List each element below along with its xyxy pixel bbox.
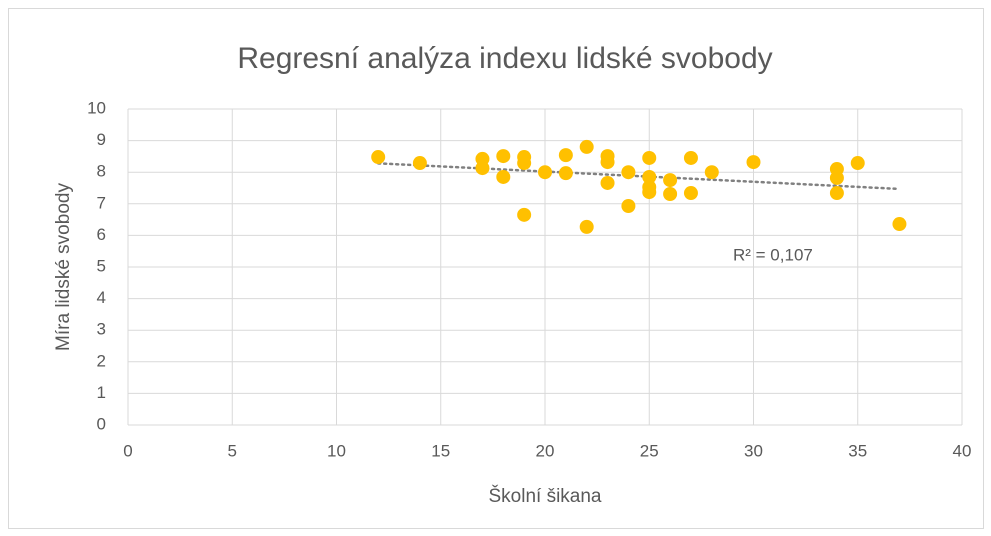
- trendline-label: R² = 0,107: [733, 245, 813, 264]
- x-axis-label: Školní šikana: [488, 485, 601, 507]
- point: [683, 186, 698, 201]
- y-tick-label: 5: [97, 256, 106, 275]
- point: [642, 185, 657, 200]
- point: [558, 166, 573, 181]
- point: [600, 175, 615, 190]
- point: [642, 150, 657, 165]
- point: [475, 161, 490, 176]
- x-tick-label: 35: [848, 441, 867, 460]
- chart-title: Regresní analýza indexu lidské svobody: [237, 42, 772, 75]
- point: [850, 156, 865, 171]
- point: [663, 173, 678, 188]
- y-tick-label: 4: [97, 288, 106, 307]
- point: [683, 150, 698, 165]
- y-tick-label: 1: [97, 383, 106, 402]
- point: [621, 199, 636, 214]
- y-tick-label: 8: [97, 162, 106, 181]
- y-tick-label: 7: [97, 193, 106, 212]
- point: [517, 207, 532, 222]
- point: [829, 170, 844, 185]
- point: [538, 165, 552, 180]
- x-tick-label: 40: [953, 441, 972, 460]
- y-tick-label: 0: [97, 414, 106, 433]
- point: [829, 186, 844, 201]
- trendline: [376, 162, 901, 191]
- point: [371, 150, 386, 165]
- point: [579, 219, 594, 234]
- point: [621, 165, 636, 180]
- point: [517, 156, 532, 171]
- chart-border: [8, 8, 984, 529]
- point: [892, 217, 907, 232]
- point: [642, 169, 657, 184]
- y-tick-label: 2: [97, 351, 106, 370]
- point: [600, 155, 615, 170]
- point: [496, 149, 511, 164]
- y-tick-label: 3: [97, 320, 106, 339]
- x-tick-label: 30: [744, 441, 763, 460]
- x-tick-label: 0: [123, 441, 132, 460]
- point: [558, 148, 573, 163]
- point: [746, 155, 761, 170]
- point: [663, 187, 678, 202]
- x-tick-label: 25: [640, 441, 659, 460]
- point: [579, 139, 594, 154]
- x-tick-label: 10: [327, 441, 346, 460]
- y-tick-label: 6: [97, 225, 106, 244]
- y-axis-label: Míra lidské svobody: [53, 183, 74, 351]
- point: [412, 156, 427, 171]
- point: [704, 165, 719, 180]
- x-tick-label: 15: [431, 441, 450, 460]
- y-tick-label: 9: [97, 130, 106, 149]
- x-tick-label: 20: [536, 441, 555, 460]
- x-tick-label: 5: [228, 441, 237, 460]
- y-tick-label: 10: [87, 98, 106, 117]
- point: [496, 169, 511, 184]
